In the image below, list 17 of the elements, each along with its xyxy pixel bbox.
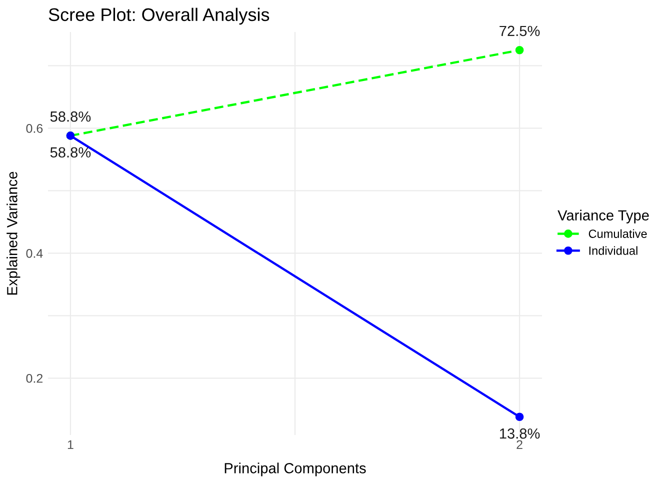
point — [515, 46, 524, 54]
data-label: 72.5% — [500, 26, 540, 36]
y-axis-title: Explained Variance — [6, 172, 20, 295]
point — [515, 412, 524, 422]
legend-label: Cumulative — [588, 229, 647, 238]
y-tick-label: 0.4 — [26, 248, 43, 258]
data-label: 58.8% — [50, 111, 91, 122]
legend-label: Individual — [589, 246, 638, 255]
chart-title: Scree Plot: Overall Analysis — [48, 8, 270, 25]
x-tick-label: 1 — [68, 440, 74, 449]
x-axis-title: Principal Components — [224, 462, 366, 476]
legend-title: Variance Type — [558, 210, 649, 224]
y-tick-label: 0.2 — [26, 374, 43, 383]
data-label: 13.8% — [500, 428, 540, 439]
data-label: 58.8% — [50, 147, 91, 158]
x-tick-label: 2 — [516, 440, 522, 449]
y-tick-label: 0.6 — [26, 124, 43, 133]
